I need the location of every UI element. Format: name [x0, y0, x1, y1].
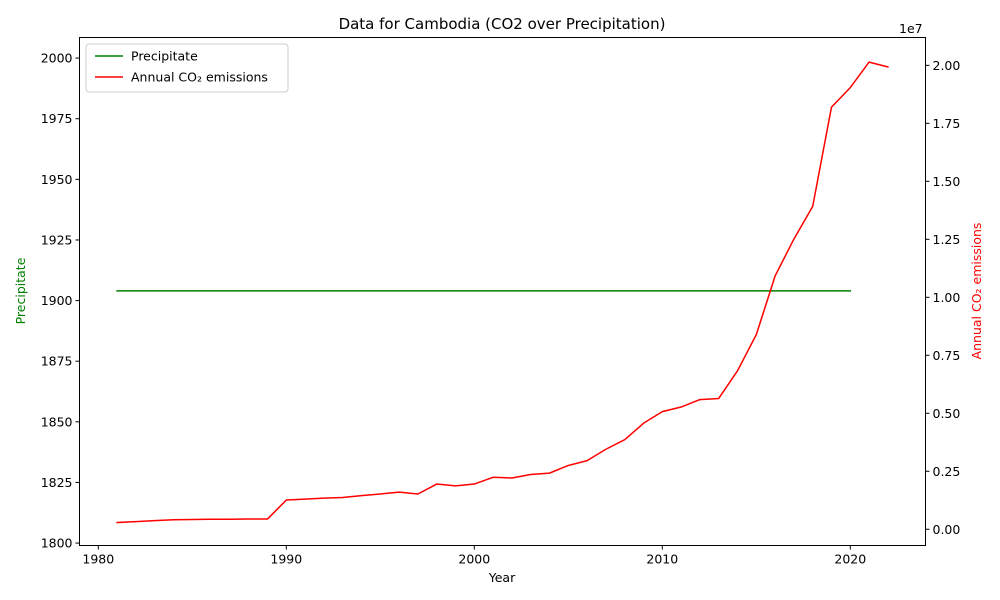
left-y-tick-label: 2000 — [41, 51, 73, 66]
x-axis-title: Year — [488, 570, 516, 585]
right-y-tick-label: 0.25 — [933, 464, 961, 479]
plot-frame — [79, 37, 926, 546]
co2-emissions-series-line — [116, 61, 889, 524]
right-y-tick-label: 1.00 — [933, 290, 961, 305]
right-y-axis: 0.00 0.25 0.50 0.75 1.00 1.25 1.50 1.75 2.00 — [925, 58, 961, 537]
left-y-tick-label: 1850 — [41, 414, 73, 429]
right-y-tick-label: 0.00 — [933, 522, 961, 537]
legend-label-precipitate: Precipitate — [131, 49, 198, 64]
red-series-layer — [116, 61, 889, 524]
right-y-tick-label: 1.75 — [933, 116, 961, 131]
left-y-tick-label: 1875 — [41, 354, 73, 369]
x-tick-label: 1990 — [270, 552, 302, 567]
left-y-axis-title: Precipitate — [13, 257, 28, 324]
x-axis: 1980 1990 2000 2010 2020 — [82, 545, 866, 567]
left-y-tick-label: 1800 — [41, 536, 73, 551]
x-tick-label: 1980 — [82, 552, 114, 567]
left-y-axis: 1800 1825 1850 1875 1900 1925 1950 1975 2000 — [41, 51, 80, 551]
right-y-tick-label: 2.00 — [933, 58, 961, 73]
legend: Precipitate Annual CO₂ emissions — [85, 43, 289, 93]
legend-box — [85, 43, 289, 93]
x-tick-label: 2010 — [646, 552, 678, 567]
x-tick-label: 2020 — [834, 552, 866, 567]
legend-label-co2: Annual CO₂ emissions — [131, 70, 268, 85]
right-axis-offset-label: 1e7 — [899, 21, 923, 36]
right-y-axis-title: Annual CO₂ emissions — [969, 223, 984, 360]
left-y-tick-label: 1925 — [41, 232, 73, 247]
chart-title: Data for Cambodia (CO2 over Precipitatio… — [339, 15, 666, 33]
left-y-tick-label: 1900 — [41, 293, 73, 308]
right-y-tick-label: 0.50 — [933, 406, 961, 421]
left-y-tick-label: 1975 — [41, 111, 73, 126]
right-y-tick-label: 1.25 — [933, 232, 961, 247]
right-y-tick-label: 1.50 — [933, 174, 961, 189]
left-y-tick-label: 1950 — [41, 172, 73, 187]
x-tick-label: 2000 — [458, 552, 490, 567]
right-y-tick-label: 0.75 — [933, 348, 961, 363]
left-y-tick-label: 1825 — [41, 475, 73, 490]
